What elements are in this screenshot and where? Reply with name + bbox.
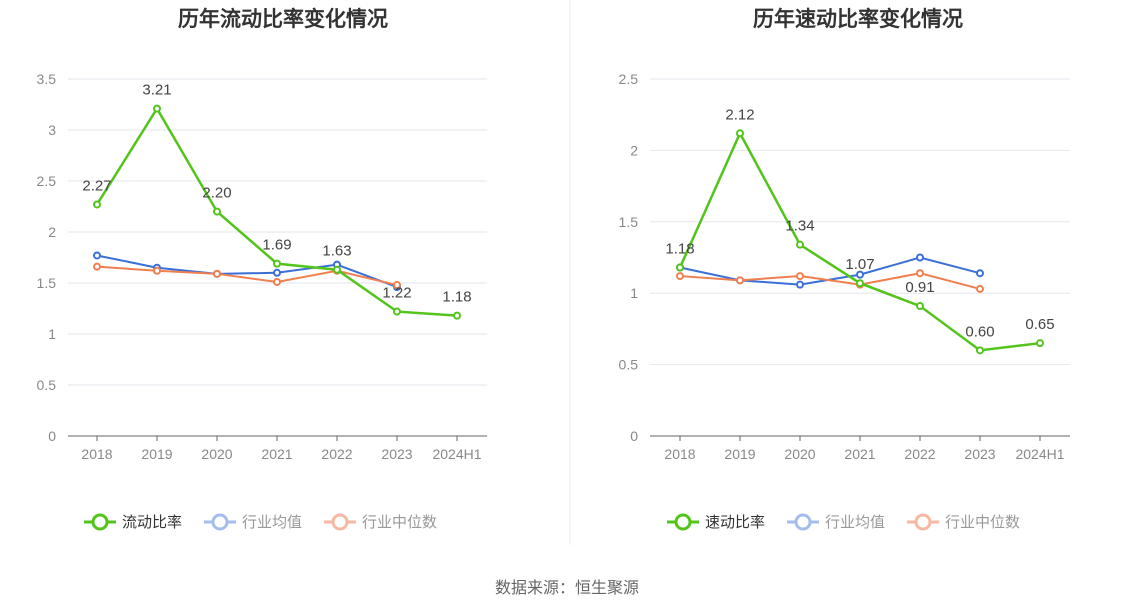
y-tick-label: 1: [48, 326, 56, 342]
data-point[interactable]: [453, 311, 461, 320]
series-line: [96, 254, 398, 289]
data-point[interactable]: [153, 104, 161, 113]
legend-swatch-marker[interactable]: [331, 513, 349, 531]
x-tick-label: 2019: [724, 446, 755, 462]
data-label: 1.07: [845, 256, 874, 273]
series-line: [96, 265, 398, 287]
data-label: 3.21: [142, 82, 171, 99]
data-point[interactable]: [916, 253, 924, 262]
y-tick-label: 2: [630, 142, 638, 158]
data-label: 2.20: [202, 185, 231, 202]
x-tick-label: 2018: [81, 446, 112, 462]
y-tick-label: 0.5: [619, 357, 639, 373]
data-point[interactable]: [393, 307, 401, 316]
data-label: 0.91: [905, 279, 934, 296]
data-label: 0.65: [1025, 316, 1054, 333]
y-tick-label: 2.5: [619, 71, 639, 87]
series-line: [678, 130, 1041, 352]
legend-swatch-marker[interactable]: [674, 513, 692, 531]
chart-panel-2: 历年速动比率变化情况 0 0.5 1 1.5 2 2.5 2018 2019 2020 2021 20…: [619, 7, 1070, 531]
legend-label[interactable]: 行业中位数: [362, 514, 437, 531]
data-source-note: 数据来源：恒生聚源: [494, 580, 639, 597]
y-tick-label: 0: [630, 428, 638, 444]
x-tick-label: 2020: [784, 446, 815, 462]
data-point[interactable]: [796, 280, 804, 289]
data-point[interactable]: [1036, 339, 1044, 348]
x-tick-label: 2018: [664, 446, 695, 462]
y-tick-label: 2: [48, 224, 56, 240]
data-point[interactable]: [856, 279, 864, 288]
data-label: 1.22: [382, 285, 411, 302]
series-line: [679, 272, 981, 290]
data-point[interactable]: [676, 263, 684, 272]
x-tick-label: 2024H1: [432, 446, 481, 462]
data-point[interactable]: [273, 259, 281, 268]
x-tick-label: 2023: [964, 446, 995, 462]
data-point[interactable]: [976, 284, 984, 293]
data-point[interactable]: [916, 269, 924, 278]
data-point[interactable]: [273, 277, 281, 286]
data-point[interactable]: [213, 207, 221, 216]
legend-label[interactable]: 流动比率: [122, 514, 182, 531]
data-label: 2.27: [82, 177, 111, 194]
y-tick-label: 1: [630, 285, 638, 301]
data-label: 1.18: [442, 289, 471, 306]
chart-title: 历年流动比率变化情况: [178, 7, 388, 31]
data-point[interactable]: [93, 251, 101, 260]
y-tick-label: 0.5: [37, 377, 57, 393]
data-label: 1.18: [665, 240, 694, 257]
data-point[interactable]: [676, 272, 684, 281]
legend-swatch-marker[interactable]: [794, 513, 812, 531]
data-point[interactable]: [213, 269, 221, 278]
x-tick-label: 2021: [261, 446, 292, 462]
x-tick-label: 2024H1: [1015, 446, 1064, 462]
data-point[interactable]: [333, 265, 341, 274]
data-point[interactable]: [976, 269, 984, 278]
data-point[interactable]: [153, 266, 161, 275]
data-point[interactable]: [916, 302, 924, 311]
chart-title: 历年速动比率变化情况: [753, 7, 963, 31]
legend-swatch-marker[interactable]: [91, 513, 109, 531]
legend-label[interactable]: 行业均值: [242, 514, 302, 531]
data-point[interactable]: [736, 129, 744, 138]
x-tick-label: 2022: [321, 446, 352, 462]
x-tick-label: 2020: [201, 446, 232, 462]
x-tick-label: 2019: [141, 446, 172, 462]
y-tick-label: 2.5: [37, 173, 57, 189]
data-label: 1.69: [262, 237, 291, 254]
data-label: 0.60: [965, 323, 994, 340]
legend-swatch-marker[interactable]: [211, 513, 229, 531]
legend-swatch-marker[interactable]: [914, 513, 932, 531]
y-tick-label: 1.5: [37, 275, 57, 291]
chart-panel-1: 历年流动比率变化情况 0 0.5 1 1.5 2 2.5 3 3.5 2018 2019 2020 20…: [37, 7, 487, 531]
data-label: 1.34: [785, 218, 814, 235]
data-point[interactable]: [273, 268, 281, 277]
y-tick-label: 0: [48, 428, 56, 444]
legend-label[interactable]: 行业中位数: [945, 514, 1020, 531]
y-tick-label: 1.5: [619, 214, 639, 230]
x-tick-label: 2021: [844, 446, 875, 462]
y-tick-label: 3.5: [37, 71, 57, 87]
x-tick-label: 2022: [904, 446, 935, 462]
data-point[interactable]: [736, 276, 744, 285]
data-point[interactable]: [93, 200, 101, 209]
legend-label[interactable]: 速动比率: [705, 514, 765, 531]
data-point[interactable]: [93, 262, 101, 271]
data-label: 1.63: [322, 243, 351, 260]
data-point[interactable]: [796, 272, 804, 281]
y-tick-label: 3: [48, 122, 56, 138]
data-point[interactable]: [796, 240, 804, 249]
data-label: 2.12: [725, 106, 754, 123]
data-point[interactable]: [976, 346, 984, 355]
x-tick-label: 2023: [381, 446, 412, 462]
data-point[interactable]: [393, 281, 401, 290]
legend-label[interactable]: 行业均值: [825, 514, 885, 531]
data-point[interactable]: [856, 270, 864, 279]
